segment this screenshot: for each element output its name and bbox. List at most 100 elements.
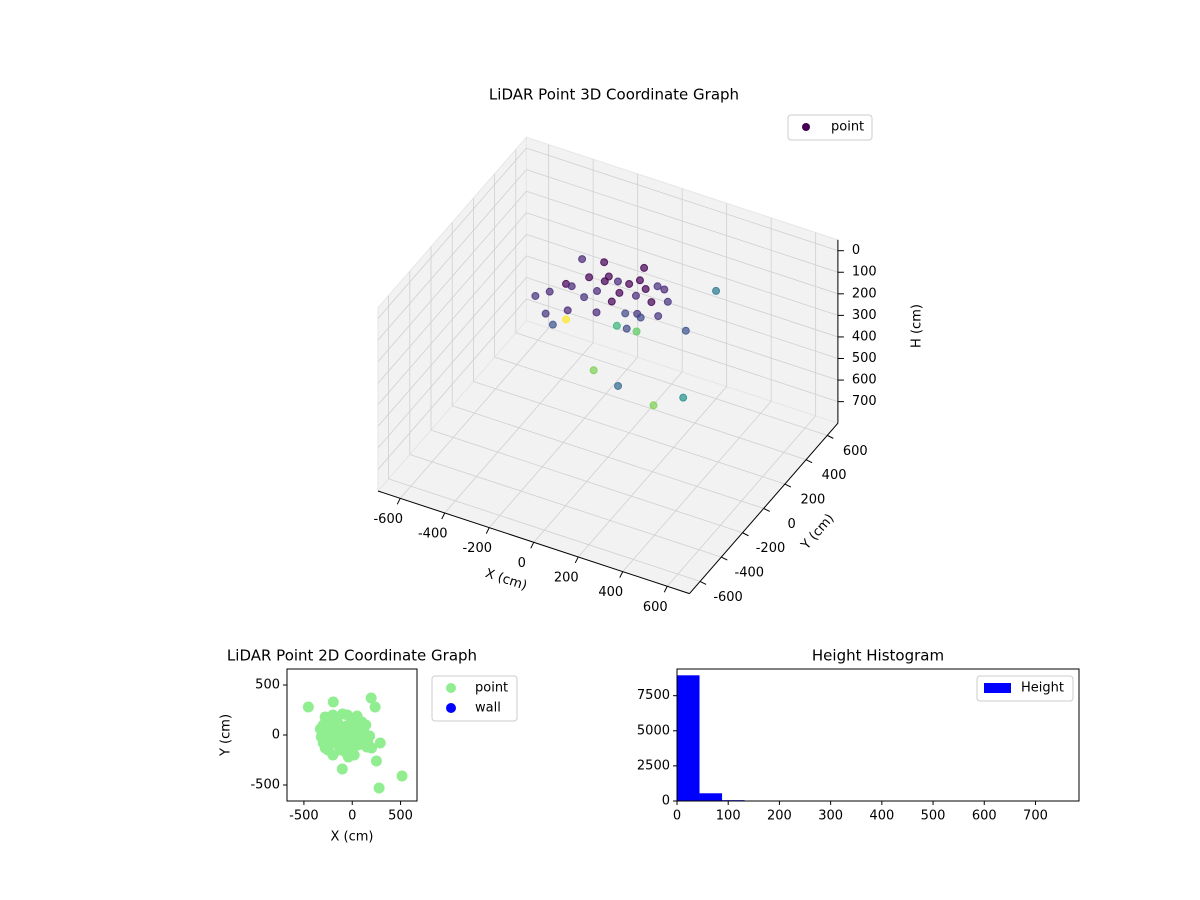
point: [593, 287, 602, 296]
point: [327, 696, 339, 708]
grid-line: [526, 298, 839, 403]
point: [640, 263, 649, 272]
y-tick: [742, 532, 749, 537]
point: [545, 287, 554, 296]
point: [600, 277, 609, 286]
x-tick-label: 200: [554, 570, 579, 585]
legend-box: [787, 114, 873, 141]
x-tick-label: 600: [972, 809, 997, 824]
point: [641, 285, 650, 294]
y-tick: [827, 434, 834, 439]
point: [567, 282, 576, 291]
grid-line: [377, 169, 527, 341]
legend-patch: [984, 683, 1011, 693]
grid-line: [526, 169, 839, 273]
point: [373, 782, 385, 794]
z-tick-label: 700: [852, 394, 877, 409]
legend-marker: [446, 683, 456, 693]
x-tick-label: 500: [388, 809, 413, 824]
z-tick-label: 300: [852, 308, 877, 323]
legend-marker: [802, 123, 810, 131]
point: [622, 324, 631, 333]
y-tick-label: 500: [255, 678, 280, 693]
y-axis-label: Y (cm): [219, 714, 234, 757]
point: [531, 291, 540, 300]
y-tick: [721, 556, 728, 561]
point: [336, 763, 348, 775]
x-tick: [530, 542, 535, 549]
x-tick-label: 400: [598, 585, 623, 600]
y-tick-label: 7500: [637, 688, 670, 703]
legend-marker: [446, 703, 456, 713]
chart-title: LiDAR Point 3D Coordinate Graph: [489, 86, 739, 104]
point: [541, 309, 550, 318]
point: [712, 286, 721, 295]
y-tick-label: 200: [800, 493, 825, 508]
grid-line: [377, 277, 527, 449]
y-tick-label: 400: [822, 468, 847, 483]
plot-frame: [676, 668, 1080, 802]
point: [631, 291, 640, 300]
bar: [677, 675, 700, 801]
point: [589, 366, 598, 375]
point: [333, 740, 345, 752]
point: [654, 312, 663, 321]
point: [319, 742, 331, 754]
y-tick-label: 5000: [637, 723, 670, 738]
legend-label: point: [475, 681, 508, 696]
point: [600, 258, 609, 267]
point: [632, 327, 641, 336]
x-tick: [485, 527, 490, 534]
point: [592, 308, 601, 317]
y-tick: [805, 459, 813, 464]
grid-line: [388, 478, 701, 582]
point: [562, 315, 571, 324]
point: [563, 306, 572, 315]
point: [607, 297, 616, 306]
grid-line: [377, 212, 527, 384]
x-tick-label: 0: [348, 809, 356, 824]
point: [362, 736, 374, 748]
point: [614, 381, 623, 390]
z-axis-label: H (cm): [910, 304, 925, 348]
point: [374, 737, 386, 749]
y-tick-label: 0: [662, 794, 670, 809]
grid-line: [377, 190, 527, 362]
y-tick: [699, 580, 707, 585]
point: [679, 393, 688, 402]
grid-line: [452, 405, 764, 509]
point: [660, 285, 669, 294]
y-tick-label: 600: [843, 444, 868, 459]
point: [344, 719, 356, 731]
y-tick-label: -400: [735, 566, 765, 581]
x-tick: [441, 512, 446, 520]
point: [327, 709, 339, 721]
grid-line: [526, 147, 839, 252]
point: [365, 692, 377, 704]
y-tick-label: -200: [756, 541, 786, 556]
point: [580, 293, 589, 302]
legend-label: point: [831, 120, 864, 135]
grid-line: [377, 234, 527, 406]
legend-label: wall: [475, 701, 501, 716]
y-tick: [763, 507, 770, 512]
point: [681, 326, 690, 335]
y-tick: [784, 483, 792, 488]
y-tick-label: 2500: [637, 758, 670, 773]
point: [613, 277, 622, 286]
x-axis-label: X (cm): [331, 830, 374, 845]
grid-line: [377, 147, 527, 319]
x-tick: [663, 586, 668, 593]
y-tick-label: 0: [788, 517, 796, 532]
x-tick: [619, 571, 624, 578]
x-tick-label: 0: [673, 809, 681, 824]
point: [647, 298, 656, 307]
point: [585, 273, 594, 282]
x-tick-label: 400: [869, 809, 894, 824]
point: [625, 279, 634, 288]
point: [314, 723, 326, 735]
point: [302, 701, 314, 713]
x-tick: [396, 498, 401, 505]
point: [360, 719, 372, 731]
grid-line: [430, 429, 743, 534]
